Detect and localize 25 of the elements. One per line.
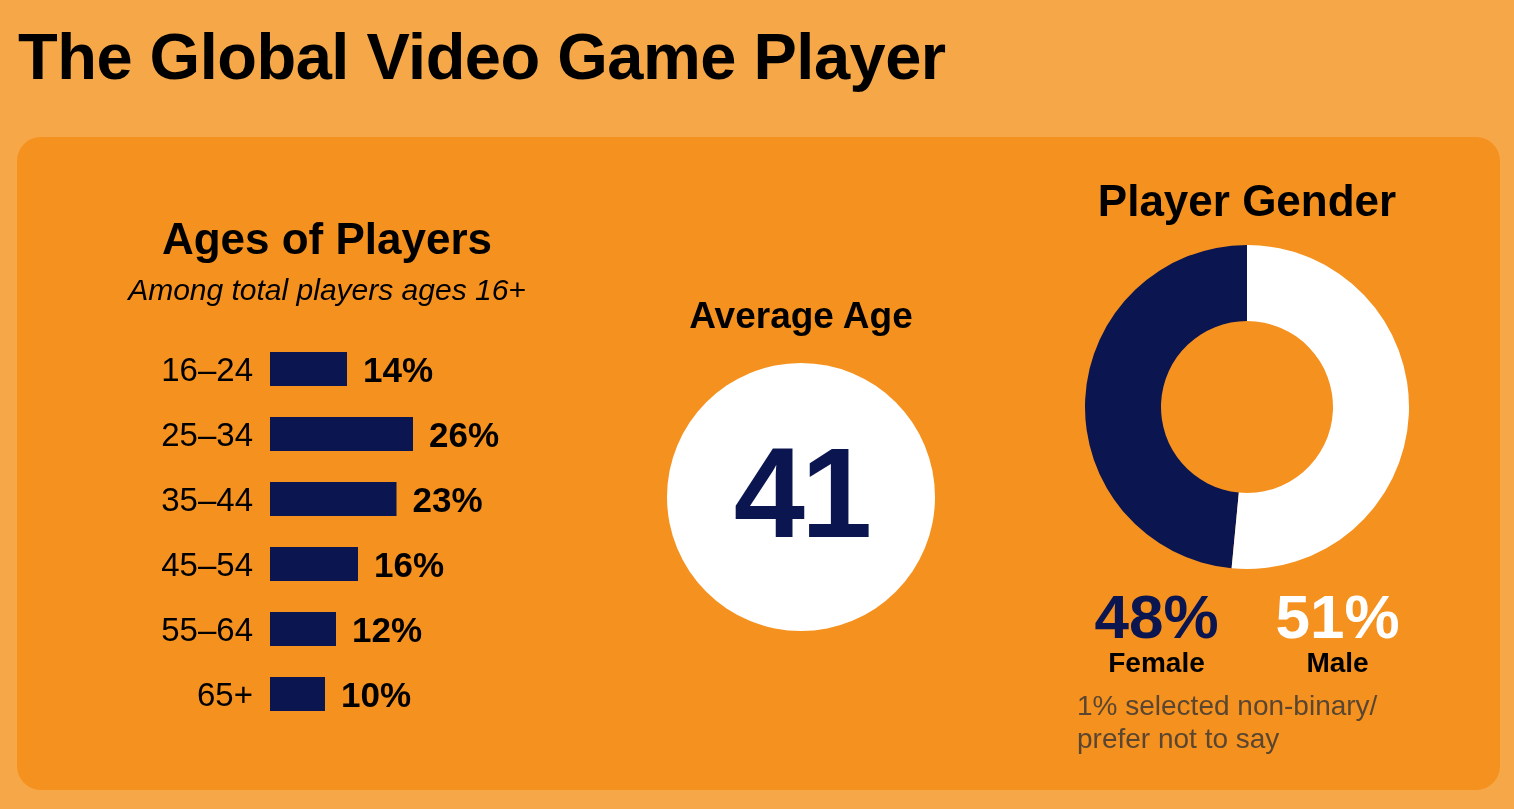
y-tick-label: 65+ (197, 675, 253, 713)
chart-title: Ages of Players (161, 213, 493, 263)
data-label: 10% (341, 674, 412, 714)
bar (270, 677, 325, 711)
bar (270, 417, 413, 451)
text: 41 (732, 421, 870, 564)
bar (270, 612, 336, 646)
y-tick-label: 45–54 (161, 545, 253, 583)
y-tick-label: 25–34 (161, 415, 253, 453)
data-label: 23% (412, 479, 483, 519)
data-label: 14% (363, 349, 434, 389)
text: 1% selected non-binary/ prefer not to say (1077, 690, 1386, 754)
bar (270, 547, 358, 581)
text: Average Age (688, 295, 914, 336)
data-label: 16% (374, 544, 445, 584)
chart-title: Player Gender (1097, 175, 1397, 225)
bar (270, 482, 397, 516)
y-tick-label: 55–64 (161, 610, 253, 648)
text: The Global Video Game Player (18, 19, 946, 93)
data-label: 26% (429, 414, 500, 454)
data-label: 12% (352, 609, 423, 649)
y-tick-label: 16–24 (161, 350, 253, 388)
y-tick-label: 35–44 (161, 480, 253, 518)
bar (270, 352, 347, 386)
chart-subtitle: Among total players ages 16+ (126, 272, 526, 306)
